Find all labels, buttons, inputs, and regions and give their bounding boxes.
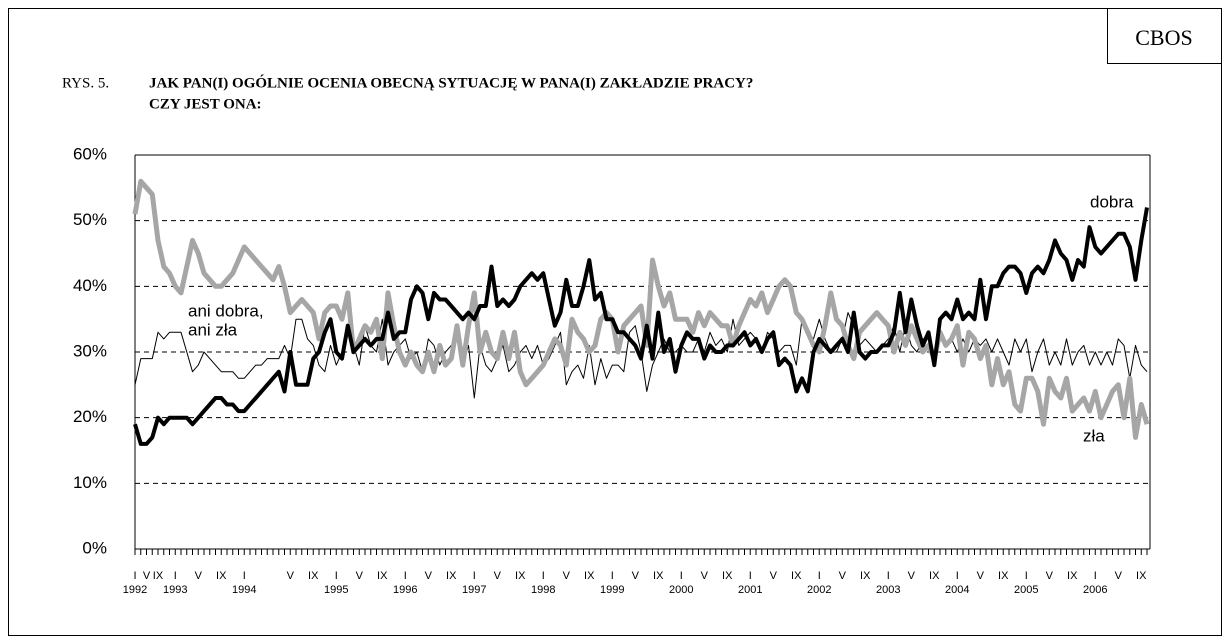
- x-tick-label: V: [908, 570, 916, 582]
- x-tick-label: IX: [653, 570, 664, 582]
- x-year-label: 1995: [324, 584, 348, 596]
- x-year-label: 1994: [232, 584, 256, 596]
- series-label: ani zła: [188, 320, 238, 339]
- x-tick-label: IX: [929, 570, 940, 582]
- x-tick-label: I: [680, 570, 683, 582]
- x-tick-label: V: [425, 570, 433, 582]
- frame: [8, 8, 1222, 636]
- x-year-label: 1993: [163, 584, 187, 596]
- x-tick-label: I: [335, 570, 338, 582]
- x-tick-label: V: [143, 570, 151, 582]
- x-tick-label: V: [632, 570, 640, 582]
- x-year-label: 1999: [600, 584, 624, 596]
- x-tick-label: I: [818, 570, 821, 582]
- x-year-label: 2004: [945, 584, 969, 596]
- x-tick-label: IX: [446, 570, 457, 582]
- x-tick-label: V: [195, 570, 203, 582]
- x-year-label: 2002: [807, 584, 831, 596]
- x-tick-label: V: [287, 570, 295, 582]
- x-tick-label: V: [563, 570, 571, 582]
- series-line: [133, 207, 1149, 446]
- x-year-label: 2001: [738, 584, 762, 596]
- x-tick-label: IX: [1136, 570, 1147, 582]
- x-tick-label: I: [1025, 570, 1028, 582]
- x-tick-label: I: [473, 570, 476, 582]
- x-tick-label: V: [1115, 570, 1123, 582]
- source: CBOS: [1135, 25, 1192, 50]
- series-line: [132, 178, 1150, 440]
- y-tick-label: 0%: [82, 538, 107, 557]
- x-tick-label: V: [701, 570, 709, 582]
- x-tick-label: I: [887, 570, 890, 582]
- series-label: zła: [1083, 426, 1105, 445]
- y-tick-label: 50%: [73, 210, 107, 229]
- x-tick-label: I: [956, 570, 959, 582]
- x-tick-label: IX: [377, 570, 388, 582]
- x-tick-label: I: [133, 570, 136, 582]
- x-tick-label: I: [611, 570, 614, 582]
- x-tick-label: IX: [153, 570, 164, 582]
- x-year-label: 1998: [531, 584, 555, 596]
- x-tick-label: IX: [216, 570, 227, 582]
- x-tick-label: IX: [308, 570, 319, 582]
- x-tick-label: IX: [1067, 570, 1078, 582]
- x-year-label: 1996: [393, 584, 417, 596]
- x-year-label: 1997: [462, 584, 486, 596]
- x-tick-label: V: [977, 570, 985, 582]
- source-box: [1107, 8, 1222, 64]
- x-tick-label: I: [749, 570, 752, 582]
- y-tick-label: 30%: [73, 341, 107, 360]
- x-tick-label: IX: [860, 570, 871, 582]
- series-label: ani dobra,: [188, 301, 264, 320]
- x-tick-label: IX: [998, 570, 1009, 582]
- x-tick-label: IX: [791, 570, 802, 582]
- x-year-label: 2000: [669, 584, 693, 596]
- x-tick-label: I: [243, 570, 246, 582]
- x-year-label: 1992: [123, 584, 147, 596]
- x-tick-label: I: [404, 570, 407, 582]
- y-tick-label: 20%: [73, 407, 107, 426]
- x-tick-label: I: [1094, 570, 1097, 582]
- chart-title: JAK PAN(I) OGÓLNIE OCENIA OBECNĄ SYTUACJ…: [149, 74, 753, 91]
- x-year-label: 2006: [1083, 584, 1107, 596]
- x-tick-label: V: [494, 570, 502, 582]
- series-label: dobra: [1090, 192, 1134, 211]
- chart-title: CZY JEST ONA:: [149, 96, 262, 112]
- x-tick-label: V: [1046, 570, 1054, 582]
- x-year-label: 2003: [876, 584, 900, 596]
- x-tick-label: IX: [722, 570, 733, 582]
- x-tick-label: V: [770, 570, 778, 582]
- x-year-label: 2005: [1014, 584, 1038, 596]
- x-tick-label: V: [356, 570, 364, 582]
- y-tick-label: 10%: [73, 473, 107, 492]
- y-tick-label: 40%: [73, 276, 107, 295]
- x-tick-label: I: [542, 570, 545, 582]
- y-tick-label: 60%: [73, 144, 107, 163]
- x-tick-label: IX: [584, 570, 595, 582]
- figure-label: RYS. 5.: [62, 75, 109, 91]
- x-tick-label: IX: [515, 570, 526, 582]
- x-tick-label: V: [839, 570, 847, 582]
- x-tick-label: I: [174, 570, 177, 582]
